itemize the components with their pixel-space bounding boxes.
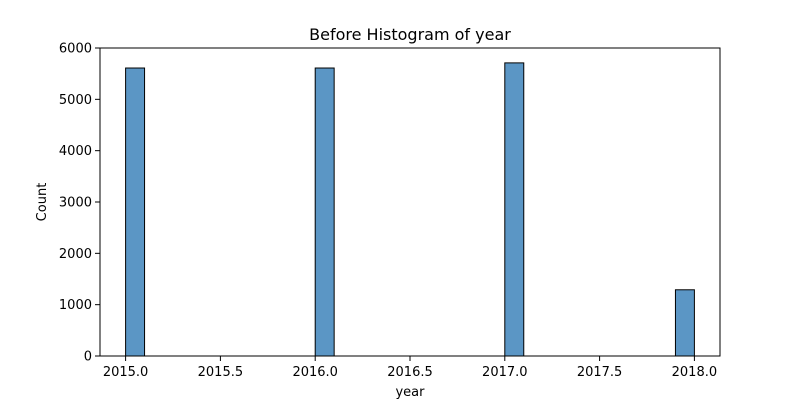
x-tick-label-1: 2015.5 xyxy=(198,365,244,380)
histogram-bar-3 xyxy=(674,289,695,357)
y-tick-label-2: 2000 xyxy=(59,247,92,262)
x-axis-ticks: 2015.0 2015.5 2016.0 2016.5 2017.0 2017.5 2018… xyxy=(103,356,717,380)
histogram-bar-1 xyxy=(314,67,335,357)
histogram-bar-0 xyxy=(125,67,146,357)
y-axis-label: Count xyxy=(35,183,50,222)
y-tick-label-4: 4000 xyxy=(59,144,92,159)
y-tick-label-5: 5000 xyxy=(59,93,92,108)
x-tick-label-3: 2016.5 xyxy=(387,365,433,380)
y-tick-label-6: 6000 xyxy=(59,42,92,57)
plot-area-frame xyxy=(99,47,721,357)
bars-group xyxy=(125,62,695,357)
x-axis-label: year xyxy=(395,385,425,400)
x-tick-label-0: 2015.0 xyxy=(103,365,149,380)
histogram-bar-2 xyxy=(504,62,525,357)
y-tick-label-1: 1000 xyxy=(59,298,92,313)
x-tick-label-6: 2018.0 xyxy=(672,365,718,380)
chart-title: Before Histogram of year xyxy=(309,25,511,44)
y-tick-label-3: 3000 xyxy=(59,196,92,211)
y-tick-label-0: 0 xyxy=(84,350,92,365)
x-tick-label-2: 2016.0 xyxy=(292,365,338,380)
x-tick-label-5: 2017.5 xyxy=(577,365,623,380)
x-tick-label-4: 2017.0 xyxy=(482,365,528,380)
y-axis-ticks: 0 1000 2000 3000 4000 5000 6000 xyxy=(59,42,100,365)
